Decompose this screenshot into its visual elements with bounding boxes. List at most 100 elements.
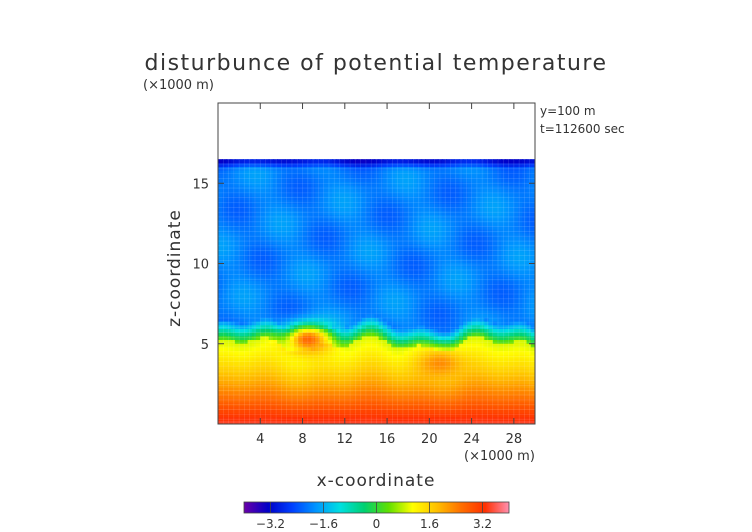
heatmap-cell: [442, 387, 447, 392]
heatmap-cell: [294, 420, 299, 424]
heatmap-cell: [243, 339, 249, 344]
heatmap-cell: [239, 166, 244, 171]
heatmap-cell: [336, 321, 342, 326]
heatmap-cell: [403, 317, 409, 322]
heatmap-cell: [260, 166, 266, 171]
heatmap-cell: [370, 354, 375, 359]
heatmap-cell: [425, 181, 430, 186]
heatmap-cell: [336, 236, 342, 241]
heatmap-cell: [395, 203, 401, 208]
heatmap-cell: [437, 335, 443, 341]
heatmap-cell: [433, 159, 439, 164]
heatmap-cell: [446, 409, 452, 414]
heatmap-cell: [353, 394, 359, 399]
heatmap-cell: [475, 302, 481, 307]
heatmap-cell: [429, 420, 435, 424]
heatmap-cell: [218, 184, 223, 190]
heatmap-cell: [332, 335, 337, 341]
heatmap-cell: [399, 376, 405, 381]
heatmap-cell: [230, 287, 236, 293]
heatmap-cell: [442, 199, 447, 204]
heatmap-cell: [391, 232, 397, 238]
heatmap-cell: [492, 339, 498, 344]
heatmap-cell: [433, 302, 439, 307]
heatmap-cell: [370, 243, 375, 249]
heatmap-cell: [488, 401, 494, 407]
heatmap-cell: [256, 225, 261, 230]
heatmap-cell: [408, 309, 414, 315]
heatmap-cell: [294, 416, 299, 421]
heatmap-cell: [412, 302, 418, 307]
heatmap-cell: [501, 173, 507, 179]
heatmap-cell: [243, 159, 249, 164]
heatmap-cell: [298, 357, 304, 363]
heatmap-cell: [289, 309, 295, 315]
heatmap-cell: [496, 203, 502, 208]
heatmap-cell: [306, 229, 312, 234]
heatmap-cell: [243, 346, 249, 352]
heatmap-cell: [285, 162, 291, 168]
heatmap-cell: [492, 225, 498, 230]
heatmap-cell: [433, 243, 439, 249]
heatmap-cell: [391, 162, 397, 168]
heatmap-cell: [306, 247, 312, 252]
heatmap-cell: [332, 324, 337, 329]
heatmap-cell: [357, 412, 363, 418]
heatmap-cell: [433, 218, 439, 223]
heatmap-cell: [234, 162, 240, 168]
heatmap-cell: [247, 221, 253, 226]
heatmap-cell: [256, 401, 261, 407]
heatmap-cell: [239, 309, 244, 315]
heatmap-cell: [272, 258, 278, 263]
heatmap-cell: [349, 350, 354, 355]
heatmap-cell: [272, 269, 278, 274]
heatmap-cell: [420, 173, 426, 179]
heatmap-cell: [488, 390, 494, 396]
heatmap-cell: [256, 232, 261, 238]
heatmap-cell: [387, 269, 392, 274]
heatmap-cell: [403, 339, 409, 344]
heatmap-cell: [323, 192, 329, 197]
heatmap-cell: [332, 181, 337, 186]
heatmap-cell: [319, 273, 325, 278]
heatmap-cell: [425, 236, 430, 241]
heatmap-cell: [496, 265, 502, 271]
heatmap-cell: [349, 247, 354, 252]
heatmap-cell: [234, 229, 240, 234]
heatmap-cell: [327, 287, 333, 293]
heatmap-cell: [484, 339, 490, 344]
heatmap-cell: [310, 240, 316, 245]
heatmap-cell: [260, 214, 266, 219]
heatmap-cell: [349, 188, 354, 193]
heatmap-cell: [230, 302, 236, 307]
heatmap-cell: [332, 298, 337, 304]
heatmap-cell: [395, 398, 401, 403]
heatmap-cell: [416, 368, 422, 374]
heatmap-cell: [442, 321, 447, 326]
heatmap-cell: [378, 247, 384, 252]
heatmap-cell: [365, 328, 371, 333]
heatmap-cell: [425, 225, 430, 230]
heatmap-cell: [289, 394, 295, 399]
heatmap-cell: [243, 365, 249, 370]
heatmap-cell: [437, 346, 443, 352]
heatmap-cell: [416, 162, 422, 168]
heatmap-cell: [442, 412, 447, 418]
heatmap-cell: [488, 203, 494, 208]
heatmap-cell: [420, 199, 426, 204]
heatmap-cell: [463, 409, 468, 414]
heatmap-cell: [323, 265, 329, 271]
heatmap-cell: [492, 199, 498, 204]
heatmap-cell: [492, 350, 498, 355]
heatmap-cell: [488, 295, 494, 300]
heatmap-cell: [416, 398, 422, 403]
heatmap-cell: [429, 376, 435, 381]
heatmap-cell: [310, 273, 316, 278]
heatmap-cell: [471, 210, 477, 215]
heatmap-cell: [454, 298, 460, 304]
heatmap-cell: [505, 284, 511, 289]
heatmap-cell: [496, 195, 502, 201]
heatmap-cell: [336, 232, 342, 238]
heatmap-cell: [256, 332, 261, 337]
heatmap-cell: [344, 236, 350, 241]
